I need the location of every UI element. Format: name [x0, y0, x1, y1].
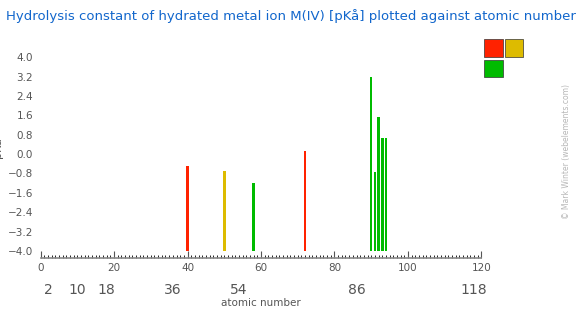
Bar [381, 138, 383, 251]
X-axis label: atomic number: atomic number [221, 298, 301, 308]
Bar [252, 183, 255, 251]
Bar [370, 77, 372, 251]
Bar [223, 171, 226, 251]
Bar [374, 172, 376, 251]
Text: © Mark Winter (webelements.com): © Mark Winter (webelements.com) [562, 84, 571, 219]
Bar [377, 117, 380, 251]
Y-axis label: pKå: pKå [0, 138, 3, 158]
Bar [304, 151, 306, 251]
Bar [186, 166, 189, 251]
Text: Hydrolysis constant of hydrated metal ion M(IV) [pKå] plotted against atomic num: Hydrolysis constant of hydrated metal io… [6, 9, 576, 23]
Bar [385, 138, 387, 251]
